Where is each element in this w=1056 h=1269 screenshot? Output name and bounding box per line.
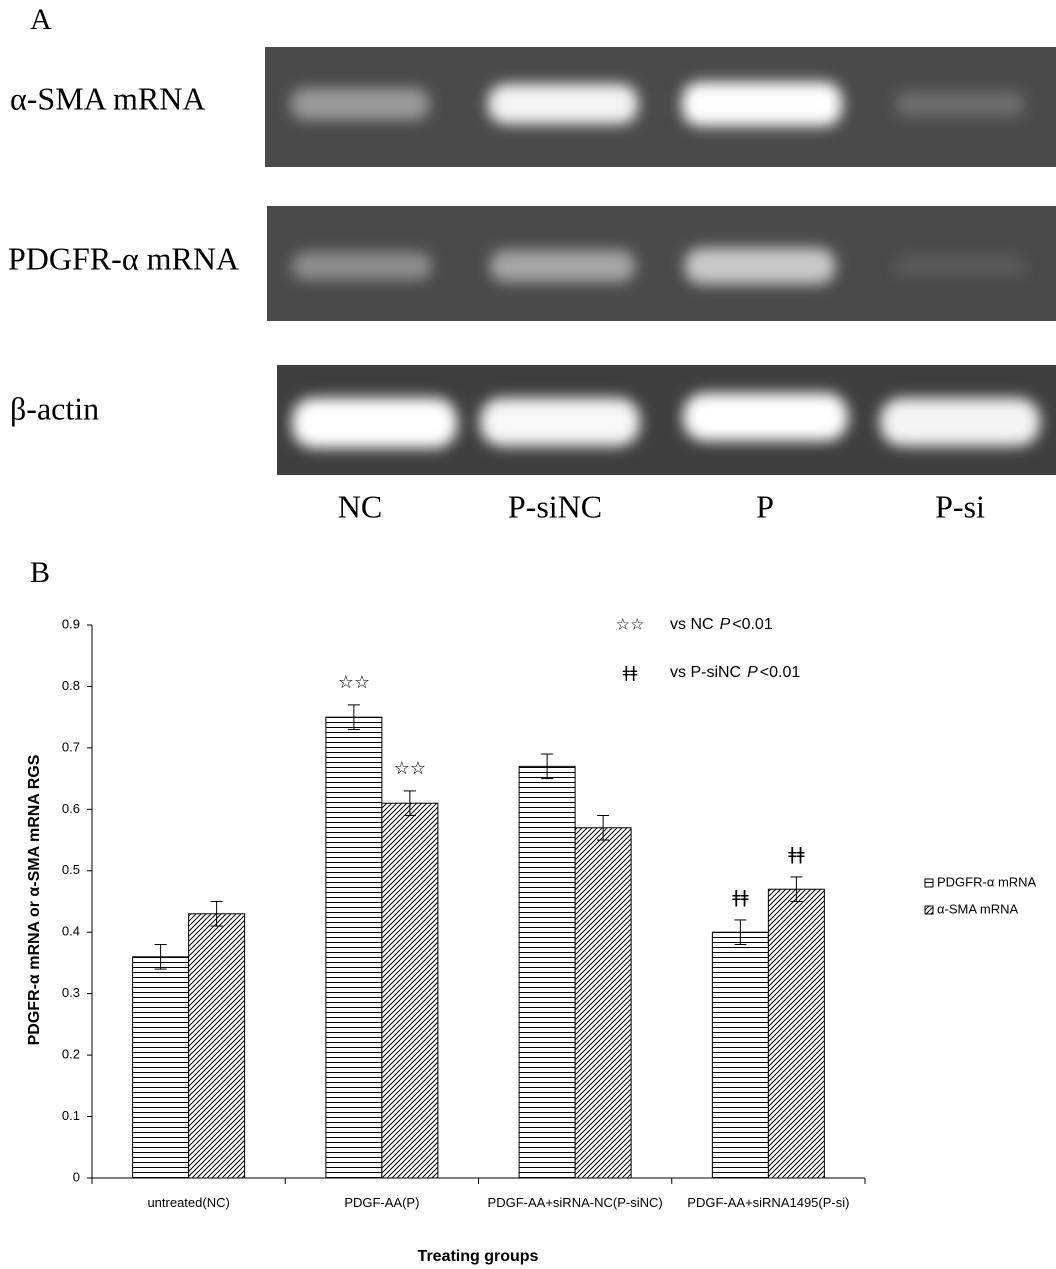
gel-row-label: β-actin: [10, 390, 99, 426]
gel-row-2: [267, 206, 1056, 321]
y-tick-label: 0.9: [62, 616, 80, 631]
bar: [712, 932, 768, 1178]
lane-label: P-siNC: [508, 488, 602, 524]
lane-label: P-si: [935, 488, 985, 524]
y-tick-label: 0.2: [62, 1047, 80, 1062]
gel-band: [292, 398, 457, 448]
page: {"gel": {"label": "A", "rows": ["α-SMA m…: [0, 0, 1056, 1269]
gel-row-label: PDGFR-α mRNA: [8, 240, 239, 276]
gel-band: [488, 84, 638, 124]
bar: [575, 828, 631, 1178]
note-p: P: [720, 616, 731, 633]
significance-marker: ǂǂ: [732, 887, 749, 908]
gel-band: [895, 92, 1025, 116]
x-tick-label: PDGF-AA(P): [292, 1194, 472, 1211]
note-label: vs NC: [670, 616, 714, 633]
gel-band: [682, 82, 842, 126]
gel-band: [290, 88, 430, 120]
gel-band: [880, 398, 1040, 446]
gel-row-label: α-SMA mRNA: [10, 80, 205, 116]
gel-band: [292, 252, 432, 280]
bar: [326, 717, 382, 1178]
x-tick-label: PDGF-AA+siRNA-NC(P-siNC): [485, 1194, 665, 1211]
note-p: P: [747, 664, 758, 681]
gel-band: [480, 398, 640, 446]
y-tick-label: 0.6: [62, 801, 80, 816]
lane-label: NC: [338, 488, 382, 524]
bar: [189, 914, 245, 1178]
significance-marker: ǂǂ: [788, 844, 805, 865]
panel-label: A: [30, 3, 52, 36]
note-threshold: <0.01: [732, 616, 773, 633]
gel-row-1: [265, 47, 1056, 167]
x-axis-title: Treating groups: [418, 1248, 539, 1265]
legend-label: α-SMA mRNA: [937, 901, 1019, 916]
gel-band: [490, 250, 635, 282]
legend-label: PDGFR-α mRNA: [937, 874, 1037, 889]
legend-swatch: [925, 906, 933, 914]
gel-band: [895, 256, 1025, 276]
note-threshold: <0.01: [760, 664, 801, 681]
significance-marker: ☆☆: [338, 672, 370, 693]
gel-band: [685, 248, 835, 284]
gel-band: [683, 393, 848, 441]
note-text: vs P-siNC P<0.01: [670, 664, 800, 681]
panel-label: B: [30, 556, 50, 589]
legend-swatch: [925, 879, 933, 887]
x-tick-label: untreated(NC): [99, 1194, 279, 1211]
significance-marker: ☆☆: [394, 758, 426, 779]
note-symbol: ǂǂ: [623, 663, 638, 682]
gel-row-3: [277, 365, 1056, 475]
y-tick-label: 0.1: [62, 1108, 80, 1123]
note-text: vs NC P<0.01: [670, 616, 773, 633]
y-tick-label: 0.4: [62, 924, 80, 939]
x-tick-label: PDGF-AA+siRNA1495(P-si): [678, 1194, 858, 1211]
bar: [133, 957, 189, 1178]
note-label: vs P-siNC: [670, 664, 741, 681]
bar: [519, 766, 575, 1178]
lane-label: P: [756, 488, 774, 524]
bar: [768, 889, 824, 1178]
y-tick-label: 0.8: [62, 678, 80, 693]
bar: [382, 803, 438, 1178]
y-axis-title: PDGFR-α mRNA or α-SMA mRNA RGS: [26, 754, 43, 1045]
note-symbol: ☆☆: [616, 615, 645, 634]
y-tick-label: 0.3: [62, 985, 80, 1000]
y-tick-label: 0.7: [62, 739, 80, 754]
figure: A α-SMA mRNA PDGFR-α mRNA β-actin NC P-s…: [0, 0, 1056, 1269]
y-tick-label: 0.5: [62, 862, 80, 877]
y-tick-label: 0: [73, 1169, 80, 1184]
